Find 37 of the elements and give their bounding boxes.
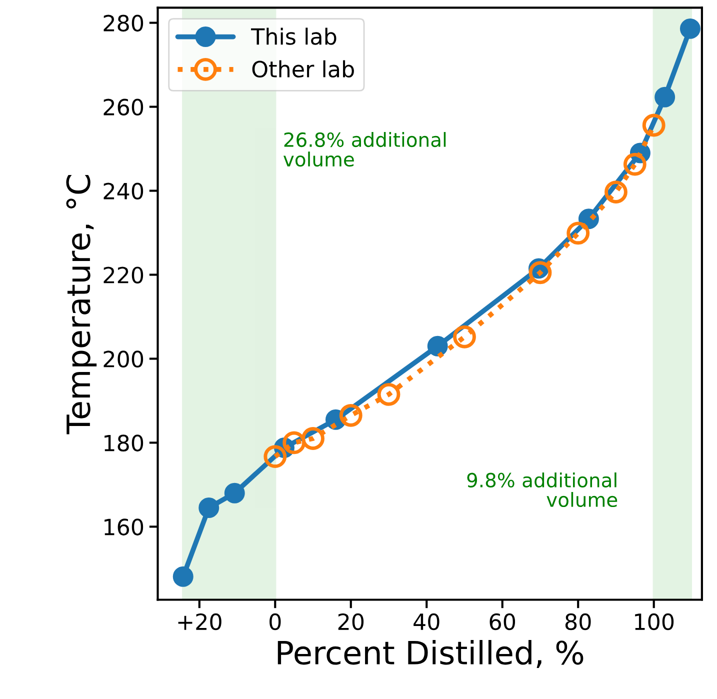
point [282,431,306,454]
point [198,498,220,518]
y-tick-label: 280 [104,14,144,32]
point [528,261,552,284]
annotation: 26.8% additional volume [283,132,446,167]
point [604,180,628,204]
point [642,114,666,137]
x-tick-label: +20 [178,613,222,630]
y-tick-label: 240 [104,182,144,200]
annotation: 9.8% additional volume [467,472,618,508]
y-tick-label: 220 [104,266,144,284]
legend-label: Other lab [252,60,354,78]
point [224,482,245,504]
y-tick-label: 160 [104,518,144,536]
x-tick-label: 20 [338,613,364,630]
point [264,445,287,468]
point [339,404,362,427]
point [654,86,676,108]
y-axis-title: Temperature, °C [66,174,97,434]
x-tick-label: 80 [565,613,591,630]
y-tick-label: 200 [104,350,144,368]
point [427,336,448,356]
x-axis-title: Percent Distilled, % [278,640,584,668]
x-tick-label: 100 [635,613,674,630]
x-tick-label: 60 [490,613,516,630]
x-tick-label: 40 [414,613,440,630]
point [623,152,646,176]
point [172,566,194,587]
point [377,382,400,406]
legend-label: This lab [251,28,336,45]
x-tick-label: 0 [270,613,281,630]
y-tick-label: 180 [104,434,144,452]
point [566,222,590,245]
point [302,427,324,450]
y-tick-label: 260 [104,98,144,116]
point [680,18,700,39]
point [453,325,476,348]
